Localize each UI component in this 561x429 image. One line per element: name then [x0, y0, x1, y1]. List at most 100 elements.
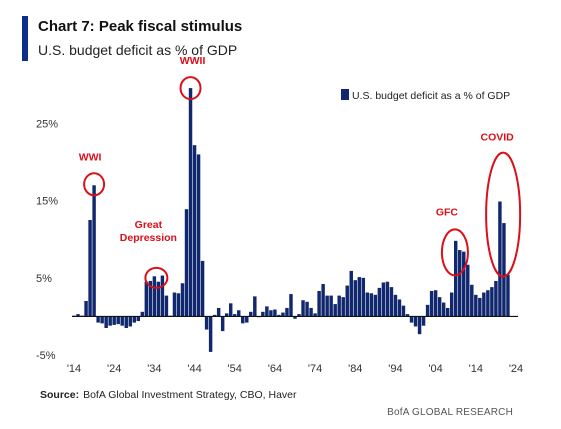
bar-1919: [92, 185, 96, 317]
bar-1945: [196, 154, 201, 317]
bar-2009: [453, 240, 458, 317]
bar-1959: [253, 296, 257, 317]
chart-subtitle: U.S. budget deficit as % of GDP: [38, 42, 238, 58]
source-text: BofA Global Investment Strategy, CBO, Ha…: [83, 389, 297, 401]
x-tick-label: '24: [509, 363, 523, 375]
x-tick-label: '94: [388, 363, 402, 375]
bar-2000: [417, 316, 422, 335]
bar-2012: [466, 264, 470, 317]
bar-1924: [112, 316, 116, 325]
bar-1955: [237, 310, 241, 317]
x-tick-label: '54: [228, 363, 242, 375]
bar-1917: [84, 301, 88, 317]
y-tick-label: 15%: [36, 196, 58, 208]
bar-1999: [413, 316, 418, 327]
bar-1961: [261, 311, 265, 317]
x-tick-label: '14: [67, 363, 81, 375]
annotation-label-wwi: WWI: [79, 151, 102, 163]
y-tick-label: 25%: [36, 119, 58, 131]
bar-1915: [76, 314, 80, 317]
annotation-circle-covid: [485, 151, 522, 278]
bar-2018: [490, 287, 494, 317]
bar-1982: [345, 285, 349, 317]
bar-1944: [192, 145, 197, 317]
bar-1936: [160, 275, 165, 317]
bar-2016: [482, 292, 486, 317]
bar-1958: [249, 311, 253, 317]
legend-label: U.S. budget deficit as a % of GDP: [352, 90, 510, 102]
annotation-circle-gfc: [440, 228, 469, 277]
title-accent-bar: [22, 16, 28, 61]
annotation-label-line: Great: [135, 219, 163, 231]
bar-1965: [277, 314, 281, 317]
bar-1981: [341, 297, 345, 317]
annotation-circle-wwi: [83, 172, 106, 197]
bar-1934: [152, 276, 157, 317]
bar-1964: [273, 309, 277, 317]
bar-1922: [104, 316, 108, 328]
x-tick-label: '34: [147, 363, 161, 375]
bar-1998: [409, 316, 414, 323]
annotation-label-line: WWI: [79, 151, 102, 163]
bar-1979: [333, 304, 337, 317]
bar-2004: [433, 290, 438, 317]
bar-2019: [494, 280, 498, 317]
bar-1929: [132, 316, 137, 323]
annotation-label-line: Depression: [120, 232, 177, 244]
bar-1935: [156, 281, 161, 317]
bar-2007: [445, 307, 450, 317]
bar-1940: [176, 293, 181, 317]
x-tick-label: '24: [107, 363, 121, 375]
bar-1980: [337, 295, 341, 317]
y-tick-label: 5%: [36, 273, 52, 285]
annotation-label-covid: COVID: [481, 132, 515, 144]
bar-2022: [506, 274, 510, 317]
bar-1970: [297, 314, 301, 317]
bar-1956: [241, 316, 245, 324]
bar-1950: [216, 307, 221, 317]
bar-2021: [502, 223, 506, 317]
x-tick-label: '74: [308, 363, 322, 375]
bar-1933: [148, 280, 153, 317]
bar-1927: [124, 316, 128, 328]
annotation-label-wwii: WWII: [180, 55, 206, 67]
chart-title: Chart 7: Peak fiscal stimulus: [38, 18, 243, 35]
annotation-label-great-depression: Great Depression: [120, 219, 177, 244]
annotation-label-line: COVID: [481, 132, 515, 144]
bar-2003: [429, 290, 434, 317]
bar-1997: [405, 314, 410, 317]
annotation-circle-wwii: [179, 76, 202, 101]
bar-1985: [357, 277, 362, 317]
bar-1947: [204, 316, 209, 330]
bar-1951: [220, 316, 225, 332]
bar-1996: [401, 305, 406, 317]
bar-1975: [317, 290, 321, 317]
bar-1953: [228, 303, 233, 317]
bar-1921: [100, 316, 104, 324]
bar-1946: [200, 260, 205, 317]
bar-1972: [305, 301, 309, 317]
bar-2011: [462, 251, 466, 317]
x-tick-label: '84: [348, 363, 362, 375]
bar-1948: [208, 316, 213, 352]
bar-1986: [361, 277, 366, 317]
bar-2010: [458, 250, 462, 317]
bar-1992: [385, 281, 390, 317]
bar-1923: [108, 316, 112, 326]
bar-1994: [393, 294, 398, 317]
bar-1990: [377, 287, 382, 317]
bar-1974: [313, 313, 317, 317]
bar-1963: [269, 310, 273, 317]
bar-2020: [498, 201, 502, 317]
bar-1976: [321, 284, 325, 317]
bar-1987: [365, 292, 370, 317]
bar-1926: [120, 316, 124, 326]
y-tick-label: -5%: [36, 350, 56, 362]
bar-1954: [233, 314, 237, 317]
bar-2008: [449, 292, 454, 317]
bar-1984: [353, 280, 357, 317]
bar-1920: [96, 316, 100, 323]
annotation-label-line: WWII: [180, 55, 206, 67]
x-tick-label: '44: [187, 363, 201, 375]
